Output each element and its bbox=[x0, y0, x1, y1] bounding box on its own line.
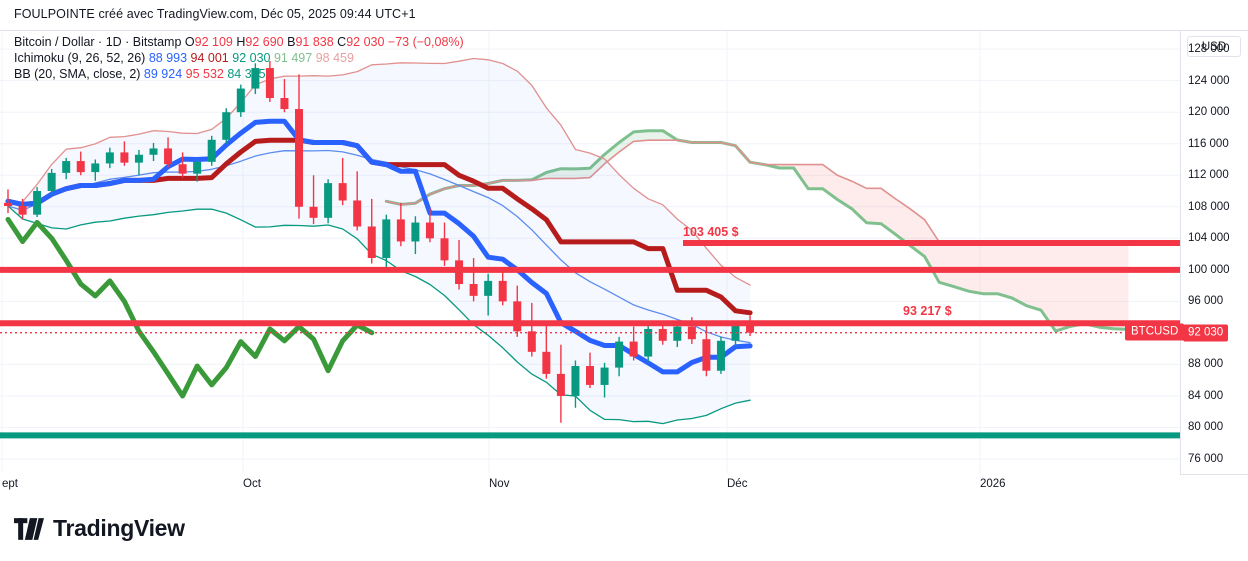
tradingview-wordmark: TradingView bbox=[53, 515, 185, 541]
chart-svg bbox=[0, 31, 1180, 474]
price-tick-104000: 104 000 bbox=[1188, 232, 1230, 245]
time-tick-oct: Oct bbox=[243, 478, 261, 490]
currency-unit-chip[interactable]: USD bbox=[1187, 36, 1241, 57]
price-axis[interactable]: USD 128 000 124 000 120 000 116 000 112 000 1… bbox=[1180, 30, 1248, 475]
pair-badge-symbol: BTCUSD bbox=[1131, 325, 1179, 338]
tradingview-mark-icon bbox=[14, 517, 44, 540]
price-tick-124000: 124 000 bbox=[1188, 74, 1230, 87]
time-tick-nov: Nov bbox=[489, 478, 510, 490]
time-tick-2026: 2026 bbox=[980, 478, 1006, 490]
price-tick-84000: 84 000 bbox=[1188, 389, 1224, 402]
price-tick-88000: 88 000 bbox=[1188, 358, 1224, 371]
price-tick-76000: 76 000 bbox=[1188, 453, 1224, 466]
pair-price-badge: BTCUSD bbox=[1125, 323, 1185, 341]
attribution-text: FOULPOINTE créé avec TradingView.com, Dé… bbox=[14, 7, 416, 21]
price-tick-80000: 80 000 bbox=[1188, 421, 1224, 434]
time-tick-ept: ept bbox=[2, 478, 18, 490]
time-axis[interactable]: ept Oct Nov Déc 2026 bbox=[0, 473, 1180, 501]
footer: TradingView bbox=[0, 501, 1248, 561]
price-tick-120000: 120 000 bbox=[1188, 106, 1230, 119]
price-tick-128000: 128 000 bbox=[1188, 43, 1230, 56]
tradingview-logo: TradingView bbox=[14, 515, 185, 542]
current-price-chip: 92 030 bbox=[1183, 324, 1229, 342]
price-tick-116000: 116 000 bbox=[1188, 137, 1229, 150]
price-tick-108000: 108 000 bbox=[1188, 200, 1230, 213]
price-tick-96000: 96 000 bbox=[1188, 295, 1224, 308]
time-tick-déc: Déc bbox=[727, 478, 748, 490]
price-tick-100000: 100 000 bbox=[1188, 263, 1230, 276]
chart-plot-area[interactable] bbox=[0, 30, 1180, 475]
price-tick-112000: 112 000 bbox=[1188, 169, 1229, 182]
